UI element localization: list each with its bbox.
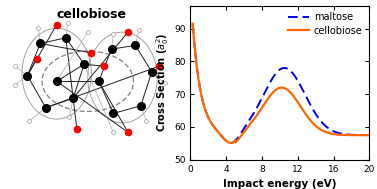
maltose xyxy=(222,138,226,140)
cellobiose xyxy=(222,137,226,140)
maltose xyxy=(295,78,299,81)
cellobiose xyxy=(309,120,313,122)
maltose xyxy=(271,77,275,79)
Y-axis label: Cross Section ($a_0^2$): Cross Section ($a_0^2$) xyxy=(155,33,171,132)
cellobiose xyxy=(324,131,328,133)
maltose xyxy=(190,22,195,24)
maltose xyxy=(367,134,372,136)
cellobiose xyxy=(271,91,275,94)
Line: maltose: maltose xyxy=(193,23,369,143)
maltose xyxy=(324,125,328,128)
cellobiose xyxy=(295,100,299,102)
Text: cellobiose: cellobiose xyxy=(57,8,126,21)
Line: cellobiose: cellobiose xyxy=(193,24,369,143)
cellobiose xyxy=(367,134,372,136)
maltose xyxy=(309,105,313,107)
maltose xyxy=(228,142,233,144)
cellobiose xyxy=(228,142,233,144)
X-axis label: Impact energy (eV): Impact energy (eV) xyxy=(223,179,337,189)
maltose xyxy=(236,136,241,138)
cellobiose xyxy=(236,138,241,140)
Legend: maltose, cellobiose: maltose, cellobiose xyxy=(286,11,365,38)
cellobiose xyxy=(190,22,195,25)
